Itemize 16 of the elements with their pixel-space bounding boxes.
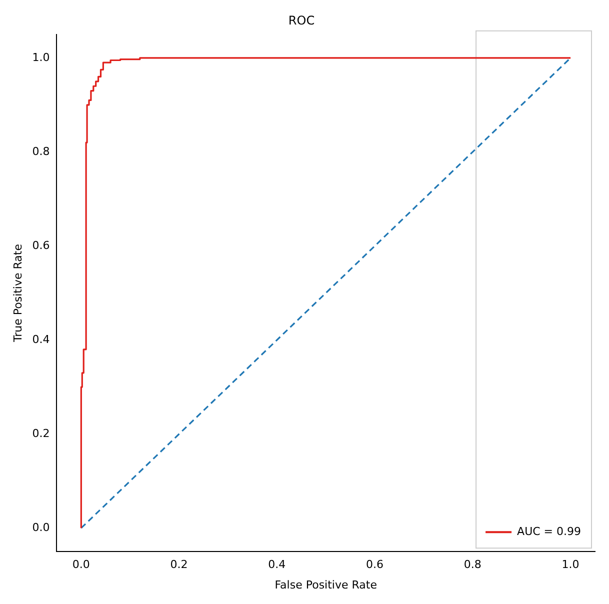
chart-title: ROC: [288, 13, 315, 28]
y-tick-label: 0.2: [32, 426, 50, 440]
x-axis-title: False Positive Rate: [274, 578, 378, 592]
x-tick-label: 0.0: [72, 558, 90, 572]
x-tick-label: 0.6: [366, 558, 384, 572]
y-tick-label: 0.4: [32, 332, 50, 346]
y-tick-label: 1.0: [32, 50, 50, 64]
y-tick-label: 0.6: [32, 238, 50, 252]
x-tick-label: 0.4: [268, 558, 286, 572]
x-tick-label: 0.2: [170, 558, 188, 572]
x-tick-label: 1.0: [562, 558, 580, 572]
y-tick-label: 0.0: [32, 520, 50, 534]
legend-label: AUC = 0.99: [517, 524, 582, 538]
x-tick-label: 0.8: [464, 558, 482, 572]
y-tick-label: 0.8: [32, 144, 50, 158]
y-axis-title: True Positive Rate: [11, 244, 24, 343]
